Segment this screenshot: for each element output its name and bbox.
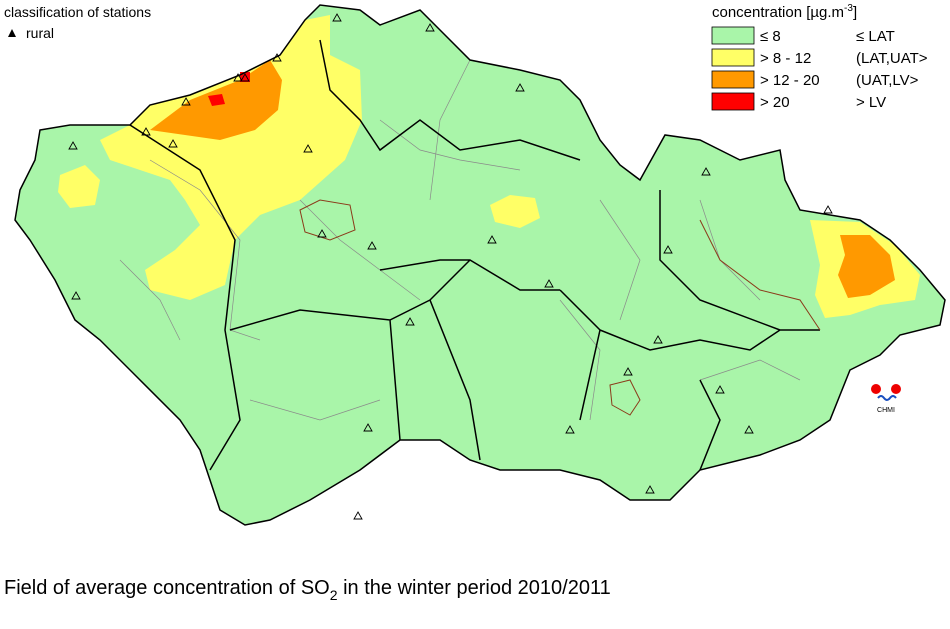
zone-yellow	[100, 15, 362, 300]
stations	[68, 13, 833, 520]
logo: CHMI	[871, 384, 901, 414]
legend-range: ≤ 8	[760, 28, 781, 45]
legend-swatch	[711, 48, 755, 67]
legend-title: concentration [µg.m-3]	[712, 3, 857, 21]
legend-title-sup: -3	[844, 3, 853, 14]
legend-class: > LV	[856, 94, 886, 111]
logo-dot	[891, 384, 901, 394]
caption: Field of average concentration of SO2 in…	[4, 577, 611, 603]
concentration-legend: concentration [µg.m-3] ≤ 8 ≤ LAT > 8 - 12 (…	[711, 3, 928, 111]
legend-class: (LAT,UAT>	[856, 50, 928, 67]
legend-swatch	[711, 26, 755, 45]
station-marker	[68, 13, 833, 520]
legend-swatch	[711, 92, 755, 111]
station-legend-item: rural	[26, 25, 54, 41]
country-border	[14, 4, 946, 526]
legend-title-text: concentration [µg.m	[712, 4, 844, 21]
station-legend-symbol	[8, 29, 16, 37]
logo-dot	[871, 384, 881, 394]
legend-class: ≤ LAT	[856, 28, 895, 45]
zone-yellow	[58, 165, 100, 208]
map	[14, 4, 946, 526]
caption-sub: 2	[330, 587, 338, 603]
zone-yellow	[490, 195, 540, 228]
caption-text: Field of average concentration of SO	[4, 577, 330, 599]
city-border	[299, 199, 821, 416]
caption-end: in the winter period 2010/2011	[338, 577, 611, 599]
legend-swatch	[711, 70, 755, 89]
legend-class: (UAT,LV>	[856, 72, 919, 89]
zone-orange	[838, 235, 895, 298]
station-legend-title: classification of stations	[4, 4, 151, 20]
legend-range: > 12 - 20	[760, 72, 820, 89]
zone-red	[208, 94, 225, 106]
logo-text: CHMI	[877, 407, 895, 414]
logo-wave	[877, 395, 897, 401]
legend-range: > 8 - 12	[760, 50, 811, 67]
legend-range: > 20	[760, 94, 790, 111]
station-legend: classification of stations rural	[4, 4, 151, 41]
legend-title-end: ]	[853, 4, 857, 21]
region-border	[129, 39, 820, 471]
